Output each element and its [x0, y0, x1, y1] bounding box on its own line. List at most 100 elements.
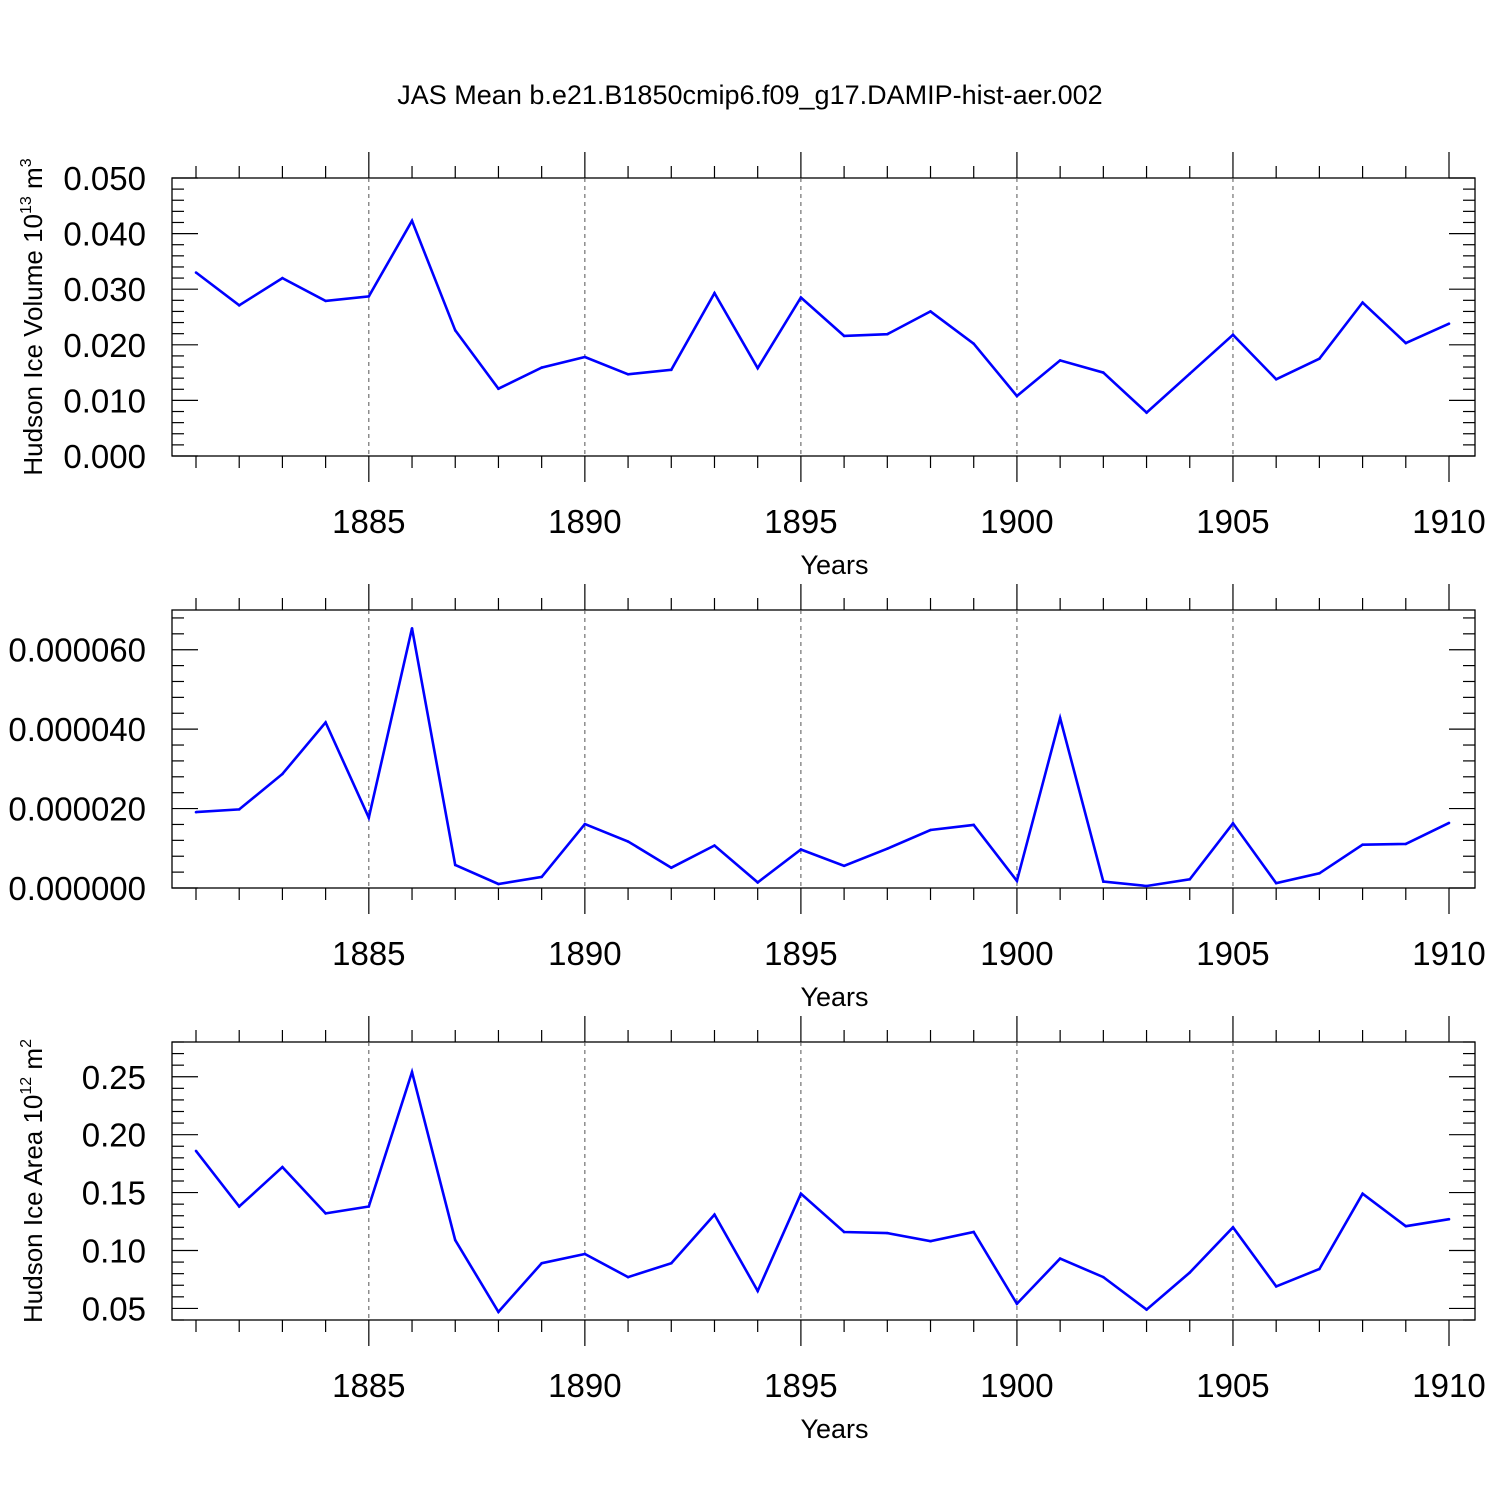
x-tick-label: 1900: [980, 1367, 1053, 1404]
data-point: [281, 276, 284, 280]
data-point: [1058, 1257, 1062, 1260]
data-point: [626, 840, 630, 843]
data-point: [886, 1231, 889, 1235]
data-point: [1058, 359, 1062, 362]
y-tick-label: 0.25: [82, 1059, 146, 1096]
y-axis-label-unit: m: [18, 167, 48, 196]
y-tick-label: 0.030: [63, 271, 146, 308]
data-point: [1404, 1224, 1408, 1228]
plot-frame: [171, 1041, 1476, 1321]
y-axis-label-unit-exponent: 3: [18, 158, 35, 167]
data-point: [1361, 843, 1364, 847]
y-tick-label: 0.040: [63, 216, 146, 253]
data-point: [842, 1230, 846, 1234]
data-point: [1145, 1308, 1148, 1311]
data-point: [886, 332, 889, 336]
panels: 1885 1890 1895 1900 1905 1910 Years 0.000 0.010 0…: [8, 152, 1486, 1444]
data-point: [237, 1205, 241, 1208]
data-point: [1447, 1217, 1451, 1221]
data-point: [367, 816, 371, 820]
data-point: [972, 1230, 976, 1234]
data-point: [540, 1261, 543, 1265]
data-point: [886, 847, 889, 850]
y-axis-label-unit: m: [18, 1048, 48, 1077]
plot-frame: [171, 609, 1476, 889]
data-point: [453, 1238, 457, 1242]
data-point: [1361, 301, 1364, 304]
data-point: [1015, 394, 1019, 398]
y-tick-label: 0.000: [63, 438, 146, 475]
y-axis-label-base: 10: [18, 214, 48, 250]
plot-frame: [171, 177, 1476, 457]
x-tick-label: 1885: [332, 935, 405, 972]
data-point: [367, 295, 371, 298]
y-tick-label: 0.020: [63, 327, 146, 364]
data-point: [497, 1310, 500, 1314]
x-tick-label: 1905: [1196, 503, 1269, 540]
chart-panel-1: 1885 1890 1895 1900 1905 1910 Years 0.000 0.010 0…: [18, 152, 1486, 580]
x-tick-label: 1890: [548, 503, 621, 540]
data-point: [669, 866, 673, 870]
x-tick-label: 1885: [332, 1367, 405, 1404]
series-line: [194, 1067, 1450, 1315]
data-point: [324, 721, 327, 724]
y-tick-label: 0.000040: [8, 711, 146, 748]
data-point: [1145, 884, 1148, 888]
data-point: [194, 810, 198, 814]
data-point: [713, 1213, 716, 1216]
data-point: [669, 1261, 673, 1265]
y-tick-label: 0.20: [82, 1117, 146, 1154]
data-point: [194, 1149, 198, 1153]
data-point: [1231, 333, 1235, 337]
data-point: [669, 368, 673, 372]
data-point: [281, 772, 284, 776]
data-point: [583, 355, 587, 359]
x-tick-label: 1895: [764, 1367, 837, 1404]
y-tick-label: 0.000060: [8, 632, 146, 669]
data-point: [929, 828, 932, 832]
chart-panel-2: 1885 1890 1895 1900 1905 1910 Years 0.000000 0.0…: [8, 584, 1486, 1012]
data-point: [756, 881, 759, 884]
y-tick-label: 0.010: [63, 382, 146, 419]
y-axis-label-text: Hudson Ice Area: [18, 1130, 48, 1323]
y-axis-label-base: 10: [18, 1095, 48, 1131]
data-point: [1102, 371, 1105, 374]
data-point: [799, 848, 803, 851]
y-axis-label-text: Hudson Ice Volume: [18, 250, 48, 475]
data-point: [972, 823, 976, 827]
data-point: [972, 342, 976, 345]
data-point: [929, 1239, 932, 1243]
data-point: [1274, 1285, 1278, 1288]
series-line: [195, 217, 1450, 415]
data-point: [842, 864, 846, 868]
data-point: [1318, 357, 1321, 361]
y-tick-label: 0.15: [82, 1175, 146, 1212]
data-point: [583, 822, 587, 826]
data-point: [367, 1205, 371, 1208]
x-tick-label: 1900: [980, 503, 1053, 540]
data-point: [1231, 1226, 1235, 1229]
x-tick-label: 1905: [1196, 935, 1269, 972]
data-point: [1274, 881, 1278, 885]
data-point: [453, 863, 457, 867]
series-line: [195, 628, 1450, 888]
y-axis-label-exponent: 13: [18, 196, 35, 214]
x-axis-label: Years: [800, 982, 868, 1012]
x-tick-label: 1910: [1412, 1367, 1485, 1404]
y-axis-label-unit-exponent: 2: [18, 1039, 35, 1048]
data-point: [1102, 880, 1105, 883]
data-point: [1188, 877, 1192, 881]
x-tick-label: 1890: [548, 935, 621, 972]
data-point: [713, 844, 716, 847]
data-point: [237, 304, 241, 307]
y-tick-label: 0.000000: [8, 870, 146, 907]
data-point: [237, 808, 241, 811]
data-point: [540, 366, 543, 369]
x-tick-label: 1905: [1196, 1367, 1269, 1404]
data-point: [410, 1070, 414, 1074]
data-point: [453, 329, 457, 332]
data-point: [756, 366, 759, 370]
y-tick-label: 0.000020: [8, 791, 146, 828]
y-tick-label: 0.10: [82, 1233, 146, 1270]
